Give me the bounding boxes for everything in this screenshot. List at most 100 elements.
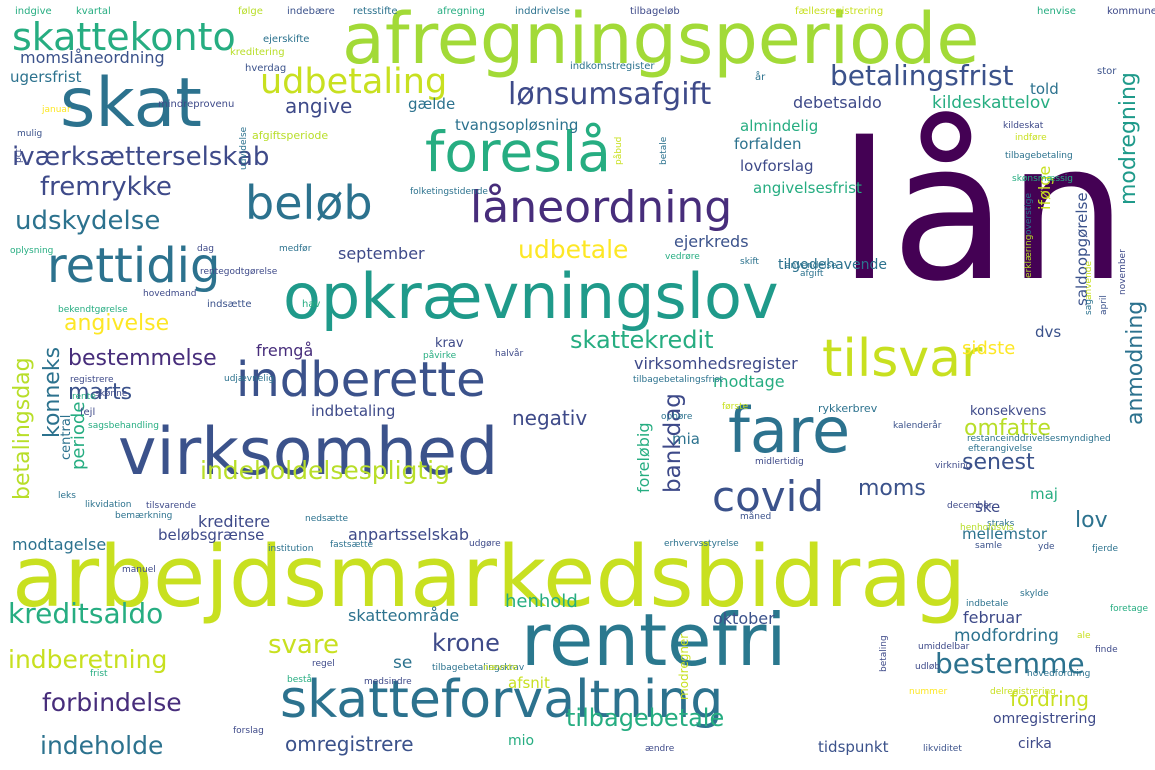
word-165: bemærkning [115, 511, 173, 521]
word-32: omregistrere [285, 732, 414, 756]
word-168: straks [987, 519, 1015, 529]
word-175: erhvervsstyrelse [664, 539, 739, 549]
word-54: februar [963, 608, 1022, 627]
word-19: betalingsfrist [830, 59, 1014, 92]
word-48: angive [285, 94, 353, 118]
word-51: henhold [505, 591, 578, 612]
word-57: virksomhedsregister [634, 354, 798, 373]
word-123: udvidelse [239, 126, 249, 170]
word-87: maj [1030, 485, 1058, 503]
word-127: skønsmæssig [1012, 174, 1073, 184]
word-119: kildeskat [1003, 121, 1044, 131]
word-17: udbetaling [260, 62, 448, 102]
word-115: år [755, 72, 766, 83]
word-50: fordring [1010, 687, 1089, 711]
word-3: opkrævningslov [283, 260, 779, 333]
word-28: svare [268, 630, 339, 660]
word-161: virkning [935, 461, 972, 471]
word-173: fastsætte [330, 540, 374, 550]
word-155: første [722, 402, 749, 412]
word-64: kildeskattelov [932, 93, 1051, 113]
word-91: afsnit [508, 674, 550, 692]
word-41: moms [858, 476, 926, 501]
word-121: tilbagebetaling [1005, 151, 1073, 161]
word-170: henholdsvis [960, 523, 1014, 533]
word-147: udjævnelig [224, 374, 275, 384]
word-97: rykkerbrev [818, 402, 878, 415]
word-62: momslåneordning [20, 48, 165, 67]
word-102: retsstifte [353, 6, 398, 17]
word-68: tvangsopløsning [455, 116, 579, 134]
word-25: indberetning [8, 645, 168, 674]
word-142: hav [302, 299, 321, 310]
word-194: hovedfordring [1027, 669, 1091, 679]
word-60: modtagelse [12, 535, 107, 554]
word-181: ale [1077, 631, 1091, 641]
word-90: se [393, 653, 413, 673]
word-110: kreditering [230, 47, 285, 58]
word-11: tilsvar [822, 329, 983, 389]
word-89: konsekvens [970, 404, 1047, 419]
word-73: ifølge [1035, 165, 1054, 210]
word-96: modregner [677, 633, 691, 700]
word-163: likvidation [85, 500, 132, 510]
word-174: udgøre [469, 539, 501, 549]
word-46: modregning [1116, 72, 1141, 205]
word-21: fremrykke [40, 172, 172, 202]
word-10: indberette [236, 352, 486, 408]
word-29: krone [432, 629, 500, 657]
word-80: fremgå [256, 341, 314, 360]
word-24: kreditsaldo [8, 597, 164, 630]
word-166: nedsætte [305, 514, 349, 524]
word-113: mindreprovenu [158, 99, 235, 110]
word-4: virksomhed [118, 415, 499, 490]
word-171: samle [975, 541, 1003, 551]
word-22: udskydelse [15, 206, 161, 236]
word-148: tilbagebetalingsfrist [633, 375, 723, 385]
word-159: november [1118, 249, 1128, 295]
word-8: fare [728, 394, 851, 467]
word-184: tilbagebetalingskrav [432, 663, 525, 673]
word-99: kvartal [76, 6, 111, 17]
word-18: lønsumsafgift [508, 77, 712, 112]
word-100: følge [238, 6, 263, 17]
word-172: institution [268, 544, 314, 554]
word-117: afgiftsperiode [252, 129, 329, 142]
word-190: regel [312, 659, 335, 669]
word-12: rettidig [47, 238, 221, 294]
word-120: indføre [1015, 133, 1047, 143]
word-13: låneordning [470, 182, 733, 233]
word-126: folketingstidende [410, 187, 488, 197]
word-134: anvendelse [785, 261, 837, 271]
word-5: skat [60, 64, 202, 143]
word-137: afgift [800, 269, 824, 279]
word-154: ophøre [661, 412, 693, 422]
word-88: mellemstor [962, 525, 1048, 543]
word-23: indeholdelsespligtig [200, 456, 450, 485]
word-198: likviditet [923, 744, 962, 754]
word-130: dag [197, 244, 214, 254]
word-196: forslag [233, 726, 264, 736]
word-49: negativ [512, 406, 588, 430]
word-191: bestå [287, 675, 312, 685]
word-53: skatteområde [348, 606, 460, 625]
word-104: inddrivelse [515, 6, 570, 17]
word-43: omfatte [964, 416, 1051, 441]
word-52: oktober [713, 609, 775, 628]
word-63: ugersfrist [10, 68, 82, 86]
word-141: indsætte [207, 299, 252, 310]
word-169: december [947, 501, 993, 511]
word-152: rente [72, 392, 96, 402]
word-67: gælde [408, 95, 456, 113]
word-186: betaling [879, 635, 889, 672]
word-112: indkomstregister [570, 61, 655, 72]
word-75: september [338, 244, 425, 263]
word-178: manuel [122, 565, 156, 575]
word-188: udløb [915, 662, 941, 672]
word-193: nummer [909, 687, 948, 697]
word-74: ejerkreds [674, 232, 749, 251]
word-180: indbetale [966, 599, 1009, 609]
word-118: mulig [17, 129, 43, 139]
word-195: delregistrering [990, 687, 1056, 697]
word-164: tilsvarende [146, 501, 197, 511]
